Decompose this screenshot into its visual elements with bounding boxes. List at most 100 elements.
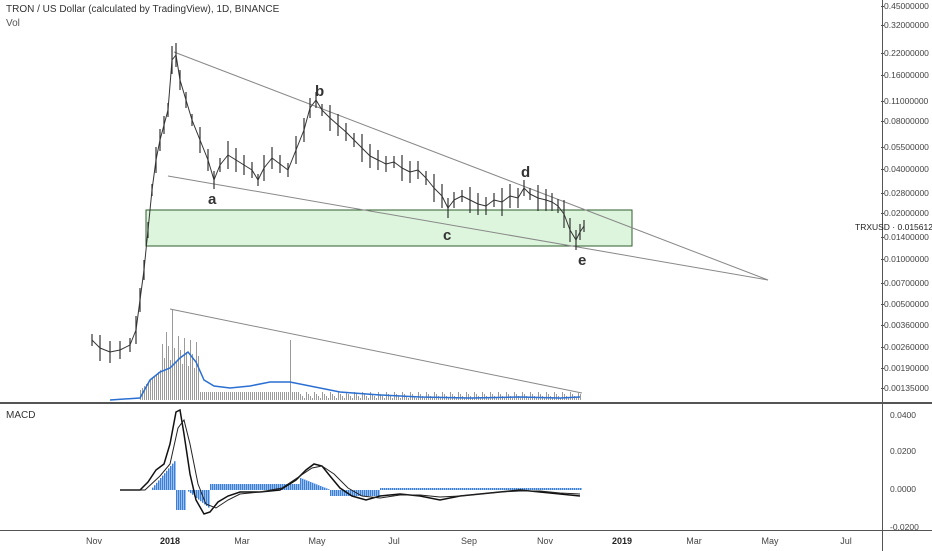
volume-bar	[348, 394, 349, 400]
macd-histogram-bar	[544, 488, 546, 490]
volume-bar	[232, 392, 233, 400]
price-path-segment	[409, 169, 419, 173]
wave-label-c: c	[443, 227, 452, 244]
volume-bar	[316, 394, 317, 400]
volume-bar	[144, 386, 145, 400]
macd-histogram-bar	[254, 484, 256, 490]
macd-histogram-bar	[402, 488, 404, 490]
macd-histogram-bar	[248, 484, 250, 490]
volume-bar	[426, 392, 427, 400]
macd-tick-label: 0.0200	[890, 446, 916, 456]
macd-histogram-bar	[162, 475, 164, 490]
macd-histogram-bar	[578, 488, 580, 490]
volume-bar	[480, 398, 481, 400]
macd-histogram-bar	[434, 488, 436, 490]
volume-bar	[392, 398, 393, 400]
macd-histogram-bar	[272, 484, 274, 490]
price-path-segment	[537, 197, 547, 201]
macd-axis[interactable]	[882, 404, 932, 530]
macd-histogram-bar	[276, 484, 278, 490]
macd-histogram-bar	[266, 484, 268, 490]
macd-histogram-bar	[224, 484, 226, 490]
volume-bar	[286, 392, 287, 400]
volume-indicator-label: Vol	[6, 18, 20, 29]
price-tick-label: 0.02000000	[881, 208, 929, 218]
macd-histogram-bar	[468, 488, 470, 490]
volume-bar	[352, 398, 353, 400]
time-axis[interactable]	[0, 530, 882, 551]
volume-bar	[338, 392, 339, 400]
volume-bar	[198, 356, 199, 400]
macd-line	[120, 408, 581, 515]
volume-bar	[300, 394, 301, 400]
price-path-segment	[509, 195, 519, 199]
volume-bar	[336, 398, 337, 400]
volume-bar	[554, 392, 555, 400]
price-chart-pane[interactable]: TRON / US Dollar (calculated by TradingV…	[0, 0, 882, 402]
macd-histogram-bar	[436, 488, 438, 490]
macd-histogram-bar	[286, 484, 288, 490]
price-path-segment	[179, 79, 187, 101]
volume-bar	[432, 398, 433, 400]
macd-histogram-bar	[570, 488, 572, 490]
time-tick-label: 2019	[611, 536, 633, 546]
volume-bar	[168, 346, 169, 400]
price-chart-svg	[91, 43, 769, 401]
volume-bar	[560, 398, 561, 400]
macd-histogram-bar	[474, 488, 476, 490]
volume-bar	[384, 398, 385, 400]
volume-bar	[564, 394, 565, 400]
volume-bar	[342, 396, 343, 400]
macd-histogram-bar	[336, 490, 338, 496]
price-path-segment	[523, 187, 531, 195]
volume-bar	[278, 392, 279, 400]
macd-histogram-bar	[274, 484, 276, 490]
volume-bar	[166, 332, 167, 400]
price-axis[interactable]	[882, 0, 932, 402]
volume-bar	[440, 398, 441, 400]
macd-pane[interactable]: MACD	[0, 404, 882, 530]
price-tick-label: 0.00500000	[881, 299, 929, 309]
volume-bar	[254, 392, 255, 400]
macd-histogram-bar	[492, 488, 494, 490]
macd-histogram-bar	[174, 461, 176, 490]
price-path-segment	[433, 187, 443, 197]
macd-histogram-bar	[354, 490, 356, 496]
volume-bar	[372, 394, 373, 400]
volume-bar	[208, 392, 209, 400]
volume-bar	[182, 364, 183, 400]
macd-histogram-bar	[372, 490, 374, 496]
time-tick-label: Mar	[686, 536, 702, 546]
volume-bar	[266, 392, 267, 400]
price-path-segment	[279, 163, 289, 171]
macd-histogram-bar	[412, 488, 414, 490]
macd-histogram	[152, 461, 582, 510]
volume-bar	[496, 398, 497, 400]
volume-bar	[378, 392, 379, 400]
volume-bar	[242, 392, 243, 400]
volume-bar	[172, 310, 173, 400]
volume-bar	[324, 394, 325, 400]
volume-bar	[356, 394, 357, 400]
macd-histogram-bar	[460, 488, 462, 490]
volume-bar	[536, 398, 537, 400]
price-path-segment	[569, 229, 577, 241]
macd-histogram-bar	[556, 488, 558, 490]
macd-histogram-bar	[500, 488, 502, 490]
macd-histogram-bar	[378, 490, 380, 496]
price-path-segment	[143, 229, 149, 271]
pane-separator[interactable]	[0, 402, 932, 404]
price-path-segment	[345, 131, 355, 141]
volume-bar	[576, 398, 577, 400]
price-path-segment	[175, 54, 181, 81]
macd-histogram-bar	[306, 480, 308, 490]
macd-histogram-bar	[568, 488, 570, 490]
macd-histogram-bar	[220, 484, 222, 490]
volume-bar	[280, 392, 281, 400]
lower-trendline	[167, 175, 769, 281]
volume-bar	[330, 392, 331, 400]
macd-histogram-bar	[196, 490, 198, 498]
macd-histogram-bar	[456, 488, 458, 490]
macd-histogram-bar	[198, 490, 200, 500]
wave-label-a: a	[208, 191, 217, 208]
